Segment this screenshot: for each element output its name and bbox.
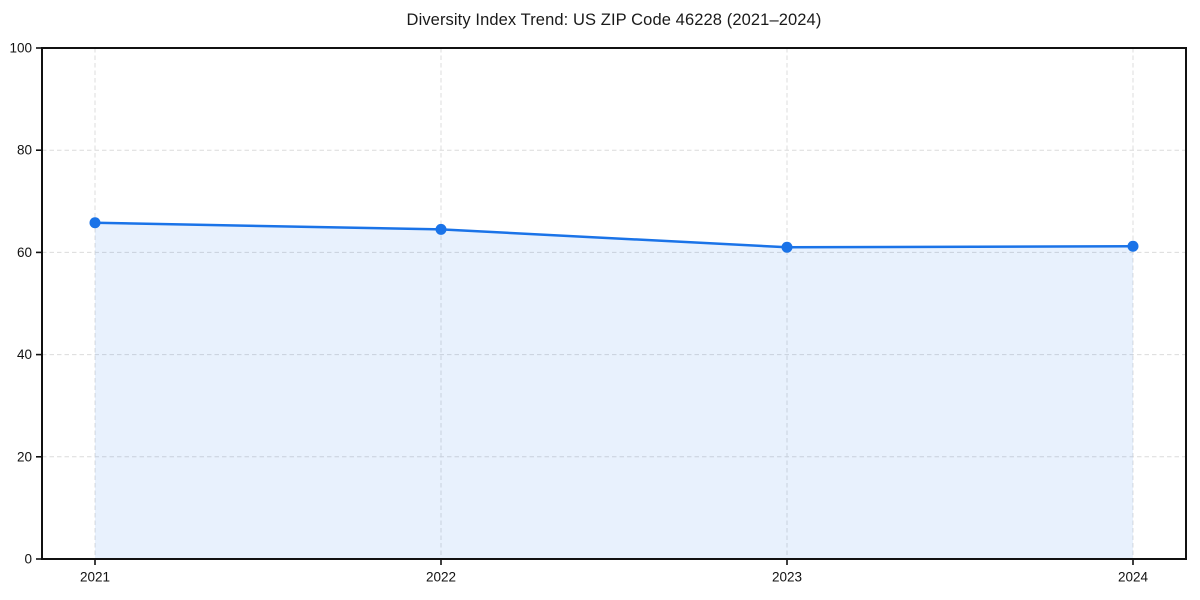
area-fill — [95, 222, 1133, 559]
data-point-marker — [435, 223, 447, 235]
x-axis: 2021 2022 2023 2024 — [80, 559, 1149, 585]
x-tick-label: 2023 — [772, 570, 802, 585]
x-tick-label: 2021 — [80, 570, 110, 585]
data-point-marker — [89, 217, 101, 229]
y-axis: 0 20 40 60 80 100 — [9, 41, 42, 567]
data-point-marker — [1127, 240, 1139, 252]
y-tick-label: 0 — [24, 552, 32, 567]
y-tick-label: 80 — [17, 143, 32, 158]
y-tick-label: 60 — [17, 245, 32, 260]
chart-title: Diversity Index Trend: US ZIP Code 46228… — [406, 11, 822, 29]
data-point-marker — [781, 241, 793, 253]
x-tick-label: 2024 — [1118, 570, 1149, 585]
plot-frame — [41, 47, 1187, 560]
trend-line — [93, 221, 1135, 249]
y-tick-label: 20 — [17, 449, 32, 464]
x-tick-label: 2022 — [426, 570, 456, 585]
y-tick-label: 40 — [17, 347, 32, 362]
data-point-markers — [89, 217, 1139, 253]
y-tick-label: 100 — [9, 41, 32, 56]
